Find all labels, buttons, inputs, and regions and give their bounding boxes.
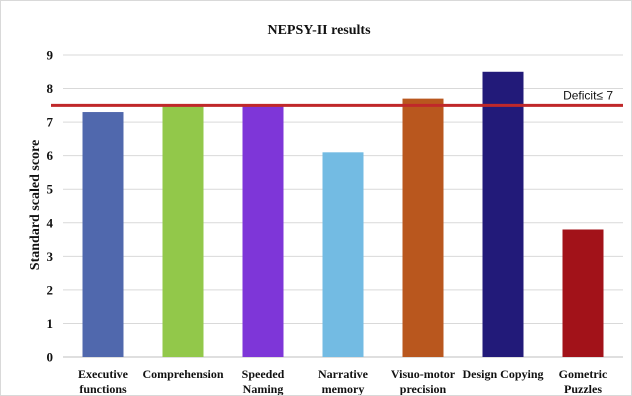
y-tick-label: 0 [47, 350, 54, 365]
x-tick-label: Narrative [318, 367, 369, 381]
x-tick-label: precision [400, 382, 447, 395]
bar [162, 105, 204, 357]
x-tick-label: Design Copying [462, 367, 543, 381]
y-tick-label: 7 [47, 115, 54, 130]
bar [402, 98, 444, 357]
y-tick-label: 8 [47, 81, 54, 96]
reference-line-label: Deficit≤ 7 [563, 88, 613, 102]
x-tick-label: functions [79, 382, 127, 395]
x-tick-label: Speeded [242, 367, 285, 381]
x-tick-label: Executive [78, 367, 129, 381]
chart-title: NEPSY-II results [267, 23, 371, 38]
bar [322, 152, 364, 357]
bars [82, 71, 604, 358]
bar [482, 71, 524, 358]
y-axis-label: Standard scaled score [28, 140, 43, 270]
x-tick-label: Naming [243, 382, 284, 395]
y-tick-label: 6 [47, 148, 54, 163]
y-tick-label: 5 [47, 182, 54, 197]
reference-line-group: Deficit≤ 7 [51, 88, 623, 107]
y-tick-label: 4 [47, 215, 54, 230]
y-tick-label: 1 [47, 316, 54, 331]
y-tick-label: 3 [47, 249, 54, 264]
y-axis-ticks: 0 1 2 3 4 5 6 7 8 9 [47, 48, 54, 365]
x-tick-label: Gometric [559, 367, 608, 381]
x-tick-label: Visuo-motor [391, 367, 456, 381]
x-tick-label: Puzzles [564, 382, 602, 395]
x-tick-label: Comprehension [142, 367, 223, 381]
bar [82, 112, 124, 358]
y-tick-label: 2 [47, 282, 54, 297]
y-tick-label: 9 [47, 48, 54, 63]
bar [562, 229, 604, 357]
bar [242, 105, 284, 357]
x-tick-label: memory [322, 382, 365, 395]
